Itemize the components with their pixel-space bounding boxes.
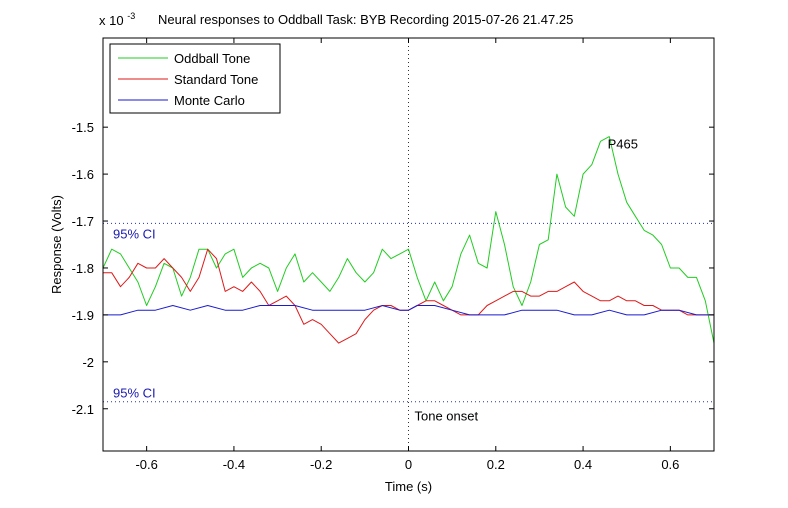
y-tick-label: -1.5: [72, 120, 94, 135]
tone-onset-layer: Tone onset: [408, 38, 479, 451]
x-tick-label: 0.4: [574, 457, 592, 472]
y-tick-label: -2.1: [72, 402, 94, 417]
y-tick-label: -1.6: [72, 167, 94, 182]
y-axis-exponent-power: -3: [127, 11, 135, 21]
x-tick-label: 0: [405, 457, 412, 472]
peak-label: P465: [608, 137, 638, 152]
ci-lower-label: 95% CI: [113, 386, 156, 401]
series-line-1: [102, 136, 715, 344]
legend-label: Monte Carlo: [174, 93, 245, 108]
tone-onset-label: Tone onset: [415, 409, 479, 424]
y-axis-exponent-label: x 10 -3: [99, 11, 135, 28]
x-tick-label: 0.2: [487, 457, 505, 472]
legend-label: Oddball Tone: [174, 51, 250, 66]
series-layer: [102, 136, 715, 344]
y-tick-label: -1.9: [72, 308, 94, 323]
x-tick-label: -0.2: [310, 457, 332, 472]
chart-title: Neural responses to Oddball Task: BYB Re…: [158, 12, 573, 27]
y-axis-label: Response (Volts): [49, 195, 64, 294]
y-tick-label: -1.7: [72, 214, 94, 229]
series-line-3: [103, 305, 714, 316]
x-tick-label: -0.4: [223, 457, 245, 472]
x-axis-label: Time (s): [385, 479, 432, 494]
y-axis-ticks: -1.5 -1.6 -1.7 -1.8 -1.9 -2 -2.1: [72, 120, 714, 417]
x-tick-label: 0.6: [661, 457, 679, 472]
y-tick-label: -1.8: [72, 261, 94, 276]
legend-label: Standard Tone: [174, 72, 258, 87]
confidence-interval-layer: 95% CI 95% CI: [103, 222, 714, 403]
ci-upper-label: 95% CI: [113, 226, 156, 241]
x-tick-label: -0.6: [135, 457, 157, 472]
legend: Oddball Tone Standard Tone Monte Carlo: [109, 43, 281, 114]
y-axis-exponent-base: x 10: [99, 13, 124, 28]
y-tick-label: -2: [82, 355, 94, 370]
x-axis-ticks: -0.6 -0.4 -0.2 0 0.2 0.4 0.6: [135, 38, 679, 472]
